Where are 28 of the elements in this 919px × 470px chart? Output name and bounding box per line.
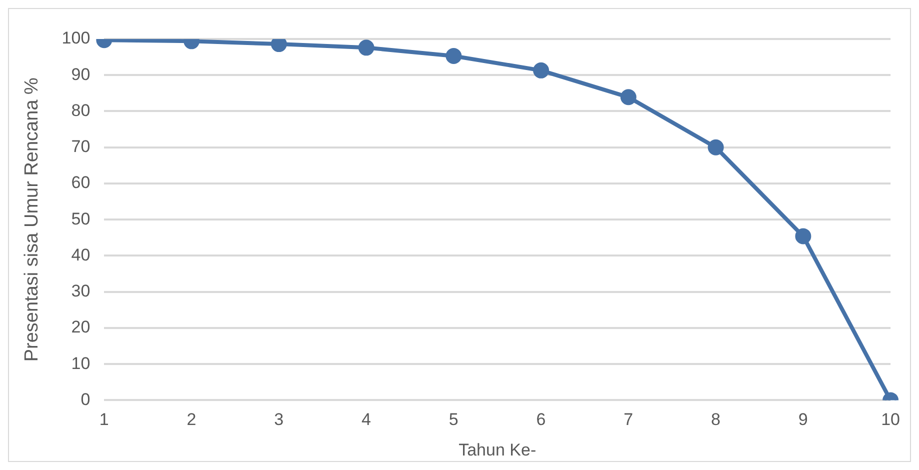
- y-tick-label: 10: [71, 354, 90, 373]
- y-tick-label: 90: [71, 64, 90, 84]
- x-tick-label: 5: [448, 410, 458, 430]
- y-tick-label: 40: [71, 245, 90, 264]
- y-tick-label: 20: [71, 318, 90, 337]
- y-tick-label: 60: [71, 173, 90, 192]
- y-tick-label: 0: [80, 390, 90, 409]
- y-tick-label: 50: [71, 209, 90, 228]
- y-axis-title: Presentasi sisa Umur Rencana %: [22, 77, 43, 362]
- x-tick-label: 1: [99, 410, 109, 430]
- x-tick-label: 8: [711, 410, 721, 430]
- point: [533, 62, 550, 78]
- x-tick-label: 2: [186, 410, 196, 430]
- y-tick-label: 100: [62, 28, 90, 48]
- x-tick-label: 3: [274, 410, 284, 430]
- x-tick-label: 6: [536, 410, 546, 430]
- y-tick-label: 70: [71, 137, 90, 156]
- x-axis-title: Tahun Ke-: [458, 440, 536, 460]
- y-tick-label: 30: [71, 282, 90, 301]
- x-tick-label: 10: [881, 410, 900, 430]
- point: [620, 89, 636, 106]
- x-tick-label: 9: [798, 410, 808, 430]
- point: [358, 40, 374, 56]
- x-tick-label: 4: [362, 410, 372, 430]
- y-tick-label: 80: [71, 100, 90, 120]
- point: [446, 48, 462, 64]
- x-tick-label: 7: [624, 410, 634, 430]
- point: [708, 139, 724, 156]
